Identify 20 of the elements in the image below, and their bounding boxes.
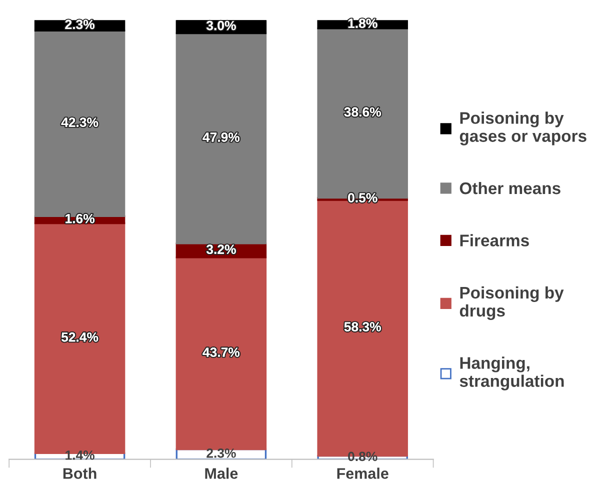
legend-label: Other means <box>460 182 560 194</box>
data-label: 42.3% <box>61 118 98 127</box>
legend-label: Poisoning by drugs <box>460 286 564 320</box>
x-tick-label: Female <box>337 468 388 479</box>
data-label: 2.3% <box>206 448 236 458</box>
legend-label: Poisoning by gases or vapors <box>460 112 586 146</box>
data-label: 58.3% <box>344 322 381 332</box>
data-label: 1.6% <box>66 214 94 224</box>
x-tick-label: Both <box>63 468 96 479</box>
legend-label: Firearms <box>460 234 529 246</box>
data-label: 2.3% <box>65 20 94 30</box>
x-tick-label: Male <box>205 468 238 479</box>
data-label: 3.2% <box>206 244 236 254</box>
legend-label: Hanging, strangulation <box>460 356 564 390</box>
data-label: 38.6% <box>344 107 381 117</box>
data-label: 47.9% <box>202 132 240 142</box>
data-label: 52.4% <box>61 332 98 342</box>
data-label: 0.8% <box>348 452 378 462</box>
data-label: 43.7% <box>202 348 240 357</box>
data-label: 3.0% <box>206 20 236 30</box>
